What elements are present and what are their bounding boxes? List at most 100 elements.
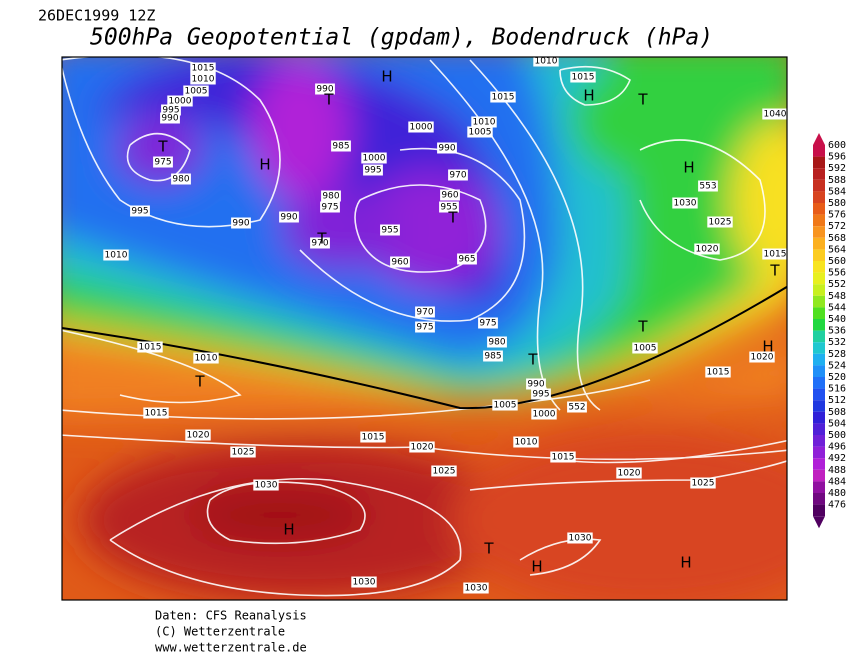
colorbar-label: 484	[828, 476, 846, 487]
isobar-label: 1000	[410, 123, 433, 133]
isobar-label: 1005	[494, 401, 517, 411]
isobar-label-bg	[183, 85, 209, 97]
pressure-center: T	[157, 138, 168, 156]
isobar-label: 1015	[764, 250, 787, 260]
isobar-label-bg	[698, 180, 718, 192]
isobar-label-bg	[487, 336, 507, 348]
isobar-label-bg	[390, 256, 410, 268]
isobar-label: 970	[311, 239, 328, 249]
colorbar-swatch	[813, 307, 825, 319]
isobar-label: 1020	[618, 469, 641, 479]
colorbar-swatch	[813, 342, 825, 354]
isobar-label-bg	[471, 116, 497, 128]
isobar-label-bg	[408, 121, 434, 133]
isobar-label-bg	[632, 342, 658, 354]
pressure-center: T	[637, 91, 648, 109]
isobar-label-bg	[253, 479, 279, 491]
colorbar-label: 568	[828, 233, 846, 244]
isobar-label-bg	[567, 401, 587, 413]
colorbar-label: 548	[828, 291, 846, 302]
isobar-label: 980	[322, 192, 339, 202]
pressure-center: H	[680, 554, 691, 572]
colorbar-swatch	[813, 168, 825, 180]
isobar-label-bg	[570, 71, 596, 83]
isobar-label: 1020	[696, 245, 719, 255]
isobar-label-bg	[533, 57, 559, 67]
isobar-label: 552	[568, 403, 585, 413]
isobar-label: 975	[479, 319, 496, 329]
pressure-center: H	[531, 558, 542, 576]
title: 500hPa Geopotential (gpdam), Bodendruck …	[90, 25, 713, 51]
map: 1015101010051000995990975980995990101099…	[62, 57, 787, 600]
isobar-label-bg	[440, 189, 460, 201]
isobar-label-bg	[567, 532, 593, 544]
isobar-label: 1015	[145, 409, 168, 419]
colorbar-label: 564	[828, 244, 846, 255]
colorbar-swatch	[813, 214, 825, 227]
isobar-label-bg	[279, 211, 299, 223]
isobar-label: 980	[488, 338, 505, 348]
isobar-label: 970	[416, 308, 433, 318]
colorbar-label: 584	[828, 186, 846, 197]
colorbar-swatch	[813, 237, 825, 250]
isobar-label-bg	[762, 248, 787, 260]
isobar-label-bg	[231, 217, 251, 229]
isobar-label-bg	[705, 366, 731, 378]
pressure-center: T	[483, 540, 494, 558]
isobar-label: 1025	[433, 467, 456, 477]
pressure-center: T	[637, 318, 648, 336]
colorbar-label: 480	[828, 488, 846, 499]
isobar-label: 1025	[232, 448, 255, 458]
isobar-label-bg	[490, 91, 516, 103]
isobar-label: 990	[161, 114, 178, 124]
colorbar-label: 504	[828, 418, 846, 429]
isobar-label-bg	[161, 104, 181, 116]
pressure-center: H	[381, 68, 392, 86]
colorbar-arrow-bottom	[813, 516, 825, 529]
isobar-label-bg	[160, 112, 180, 124]
isobar-label: 1030	[353, 578, 376, 588]
isobar-label: 985	[332, 142, 349, 152]
isobar-label-bg	[320, 201, 340, 213]
isobar-label: 985	[484, 352, 501, 362]
isobar-label-bg	[526, 378, 546, 390]
isobar-label: 975	[321, 203, 338, 213]
colorbar-swatch	[813, 203, 825, 215]
isobar-label-bg	[463, 582, 489, 594]
isobar-label: 975	[416, 323, 433, 333]
isobar-label: 1010	[192, 75, 215, 85]
footer-line: (C) Wetterzentrale	[155, 625, 285, 639]
isobar-label-bg	[153, 156, 173, 168]
colorbar-swatch	[813, 156, 825, 169]
colorbar-swatch	[813, 411, 825, 424]
isobar-label: 1010	[535, 57, 558, 67]
isobar-label: 990	[316, 85, 333, 95]
isobar-label: 1015	[552, 453, 575, 463]
isobar-label: 1000	[363, 154, 386, 164]
isobar-label: 955	[381, 226, 398, 236]
colorbar-swatch	[813, 284, 825, 296]
isobar-label: 1020	[411, 443, 434, 453]
isobar-label-bg	[361, 152, 387, 164]
isobar-label-bg	[409, 441, 435, 453]
footer-line: www.wetterzentrale.de	[155, 641, 307, 655]
isobar-label: 975	[154, 158, 171, 168]
isobar-label: 1015	[192, 64, 215, 74]
colorbar-label: 520	[828, 372, 846, 383]
colorbar-swatch	[813, 469, 825, 482]
isobar-label: 1030	[674, 199, 697, 209]
isobar-label: 553	[699, 182, 716, 192]
pressure-center: H	[762, 338, 773, 356]
isobar-label-bg	[513, 436, 539, 448]
isobar-label: 1005	[185, 87, 208, 97]
colorbar-label: 576	[828, 210, 846, 221]
colorbar-label: 540	[828, 314, 846, 325]
colorbar-label: 600	[828, 140, 846, 151]
pressure-center: T	[447, 209, 458, 227]
isobar-label-bg	[415, 306, 435, 318]
colorbar-label: 552	[828, 279, 846, 290]
colorbar-label: 580	[828, 198, 846, 209]
isobar-label-bg	[230, 446, 256, 458]
isobar-label: 995	[131, 207, 148, 217]
isobar-label-bg	[448, 169, 468, 181]
